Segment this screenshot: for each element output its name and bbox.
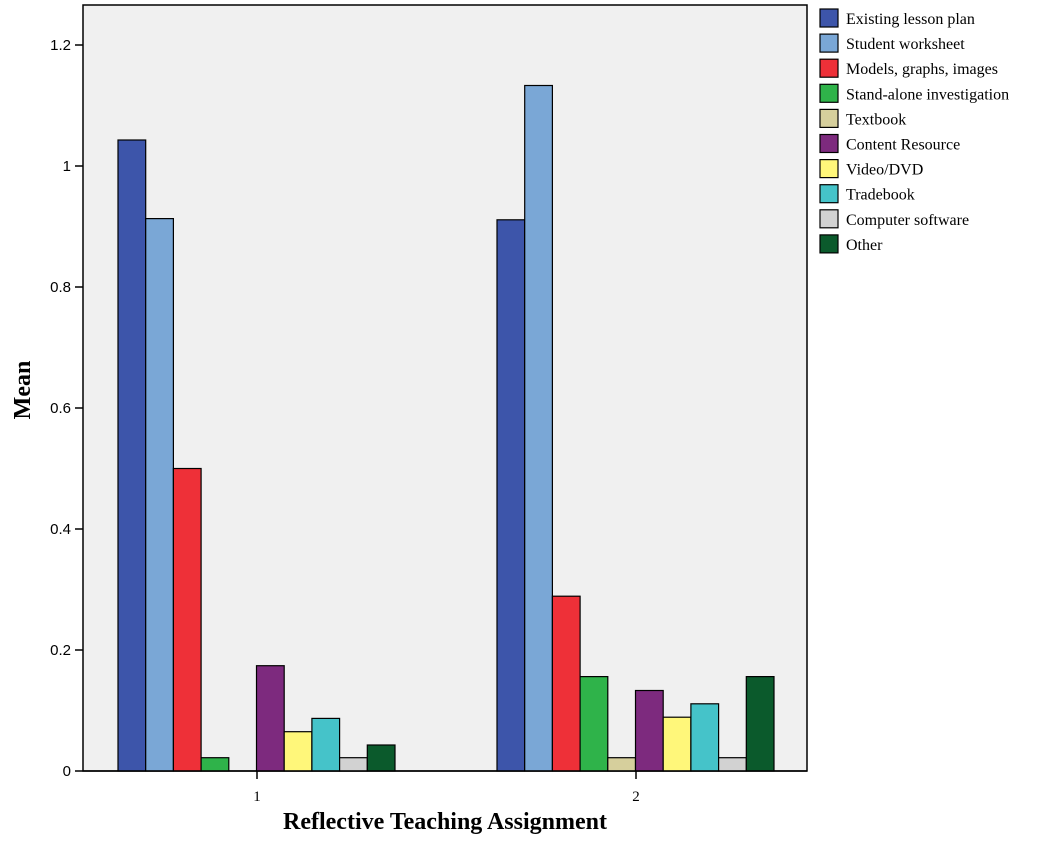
legend-swatch <box>819 234 839 254</box>
bar <box>634 689 664 772</box>
bar <box>145 218 174 772</box>
bar <box>717 757 747 772</box>
legend: Existing lesson plan Student worksheet Mod… <box>819 8 1009 254</box>
bar <box>579 675 609 772</box>
legend-swatch <box>819 108 839 129</box>
bar <box>311 717 341 772</box>
y-tick-label: 0 <box>63 763 71 780</box>
legend-entry-label: Existing lesson plan <box>846 11 975 28</box>
y-tick-label: 1 <box>63 158 71 175</box>
bar <box>551 595 581 772</box>
y-tick-label: 1.2 <box>50 37 71 54</box>
y-tick-label: 0.6 <box>50 400 71 417</box>
bar <box>283 731 313 772</box>
legend-entry-label: Other <box>846 237 883 254</box>
legend-swatch <box>819 33 839 53</box>
legend-swatch <box>819 58 839 78</box>
legend-entry-label: Tradebook <box>846 187 915 204</box>
bar <box>607 757 637 772</box>
legend-swatch <box>819 159 839 179</box>
bars-group <box>117 84 775 772</box>
bar <box>745 675 775 772</box>
legend-entry-label: Stand-alone investigation <box>846 86 1009 103</box>
bar <box>200 757 230 772</box>
y-tick-label: 0.4 <box>50 521 71 538</box>
legend-swatch <box>819 209 839 229</box>
x-axis-title: Reflective Teaching Assignment <box>283 809 607 835</box>
bar <box>690 703 720 772</box>
legend-entry-label: Models, graphs, images <box>846 61 998 78</box>
y-axis: 0 0.2 0.4 0.6 0.8 1 1.2 <box>50 37 83 780</box>
legend-swatch <box>819 184 839 204</box>
plot-area <box>82 4 808 772</box>
legend-entry-label: Content Resource <box>846 137 960 154</box>
legend-swatch <box>819 83 839 103</box>
bar <box>339 757 368 772</box>
bar <box>496 219 526 772</box>
legend-entry-label: Video/DVD <box>846 162 923 179</box>
x-tick-label: 1 <box>253 789 261 805</box>
bar <box>524 84 554 772</box>
bar <box>172 467 202 772</box>
legend-entry-label: Computer software <box>846 212 969 229</box>
x-tick-label: 2 <box>632 789 640 805</box>
y-axis-title: Mean <box>10 361 36 420</box>
y-tick-label: 0.2 <box>50 642 71 659</box>
legend-swatch <box>819 8 839 28</box>
bar <box>255 665 285 772</box>
bar <box>117 139 147 772</box>
legend-swatch <box>819 133 839 154</box>
bar <box>662 716 692 772</box>
legend-entry-label: Student worksheet <box>846 36 965 53</box>
bar <box>366 744 396 772</box>
y-tick-label: 0.8 <box>50 279 71 296</box>
legend-entry-label: Textbook <box>846 111 906 128</box>
